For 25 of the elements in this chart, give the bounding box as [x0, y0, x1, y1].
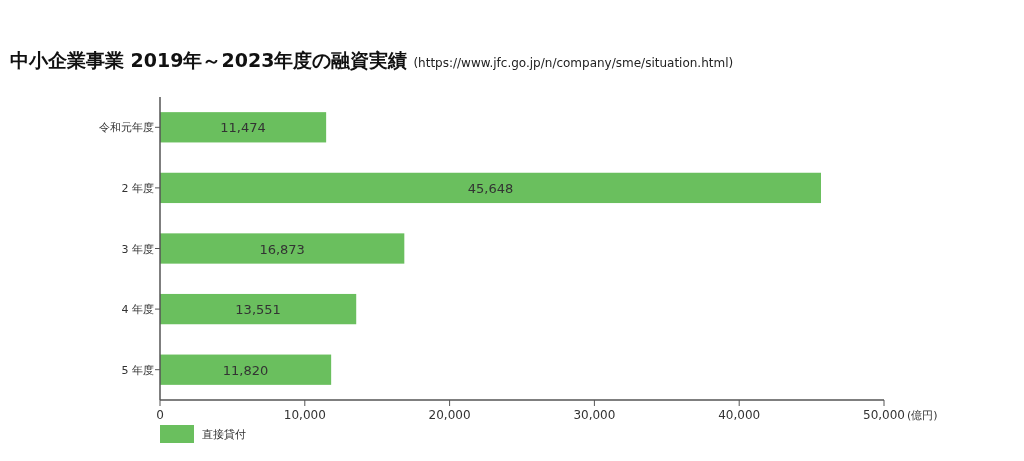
x-tick-label: 30,000	[573, 408, 616, 422]
x-axis-title: (億円)	[907, 409, 938, 422]
bar	[160, 293, 357, 325]
legend-label: 直接貸付	[202, 428, 246, 441]
bar	[160, 233, 405, 264]
text: 16,873	[259, 241, 305, 257]
y-tick-label: 2 年度	[121, 181, 154, 195]
chart-subtitle: (https://www.jfc.go.jp/n/company/sme/situation.html)	[413, 56, 734, 70]
bar	[160, 354, 332, 385]
y-tick-label: 4 年度	[121, 303, 154, 317]
x-tick-label: 0	[156, 408, 164, 422]
text: 13,551	[235, 302, 281, 318]
chart-title: 中小企業事業 2019年～2023年度の融資実績	[10, 49, 408, 71]
y-tick-label: 5 年度	[121, 363, 154, 377]
text: 11,474	[220, 120, 266, 136]
x-tick-label: 50,000	[863, 408, 905, 422]
y-tick-label: 令和元年度	[99, 121, 154, 135]
bar	[160, 112, 327, 143]
x-tick-label: 40,000	[718, 408, 761, 422]
bar	[160, 172, 821, 204]
text: 11,820	[222, 362, 269, 378]
y-tick-label: 3 年度	[121, 242, 154, 256]
x-tick-label: 10,000	[283, 408, 326, 422]
text: 45,648	[467, 180, 514, 196]
x-tick-label: 20,000	[428, 408, 471, 422]
